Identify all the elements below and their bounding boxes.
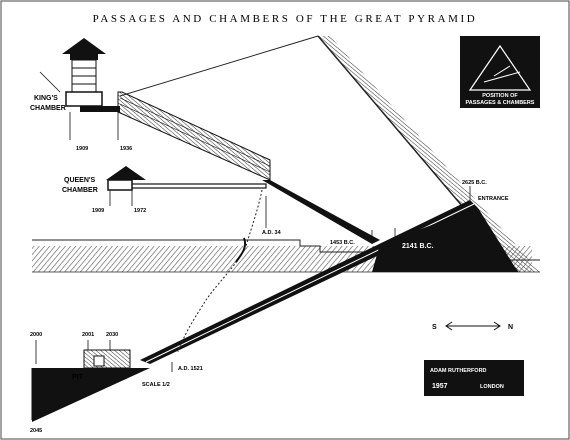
kings-chamber-label-2: CHAMBER (30, 105, 66, 112)
date-pit-2030: 2030 (106, 332, 118, 338)
inset-position-box: POSITION OF PASSAGES & CHAMBERS (460, 36, 540, 108)
date-2141-bc: 2141 B.C. (402, 243, 434, 250)
ascending-passage (262, 180, 380, 244)
kings-chamber-tower (62, 38, 120, 112)
credit-city: LONDON (480, 384, 504, 390)
date-kings-b: 1936 (120, 146, 132, 152)
date-bottom-2045: 2045 (30, 428, 42, 434)
date-pit-2000: 2000 (30, 332, 42, 338)
kings-chamber-label-1: KING'S (34, 95, 58, 102)
diagram-title: PASSAGES AND CHAMBERS OF THE GREAT PYRAM… (93, 13, 478, 25)
scale-label: SCALE 1/2 (142, 382, 170, 388)
inset-caption-1: POSITION OF (482, 93, 518, 99)
queens-chamber-label-1: QUEEN'S (64, 177, 96, 184)
date-1453-bc: 1453 B.C. (330, 240, 355, 246)
date-ad-1521: A.D. 1521 (178, 366, 203, 372)
date-2625-bc: 2625 B.C. (462, 180, 487, 186)
credit-name: ADAM RUTHERFORD (430, 368, 487, 374)
entrance-label: ENTRANCE (478, 196, 509, 202)
date-queens-a: 1909 (92, 208, 104, 214)
base-wedge (372, 208, 518, 272)
well-shaft (177, 189, 263, 353)
pit-chamber (31, 340, 150, 422)
compass-north: N (508, 324, 513, 331)
date-ad-34: A.D. 34 (262, 230, 282, 236)
compass-indicator: S N (432, 321, 513, 331)
compass-south: S (432, 324, 437, 331)
date-kings-a: 1909 (76, 146, 88, 152)
leader-lines (39, 71, 471, 372)
date-queens-b: 1972 (134, 208, 146, 214)
credit-year: 1957 (432, 383, 448, 390)
inset-caption-2: PASSAGES & CHAMBERS (466, 100, 535, 106)
queens-chamber-label-2: CHAMBER (62, 187, 98, 194)
credit-box: ADAM RUTHERFORD 1957 LONDON (424, 360, 524, 396)
queens-chamber (106, 166, 146, 191)
pit-label: PIT (72, 374, 84, 381)
queens-passage (129, 183, 267, 189)
date-pit-2001: 2001 (82, 332, 94, 338)
